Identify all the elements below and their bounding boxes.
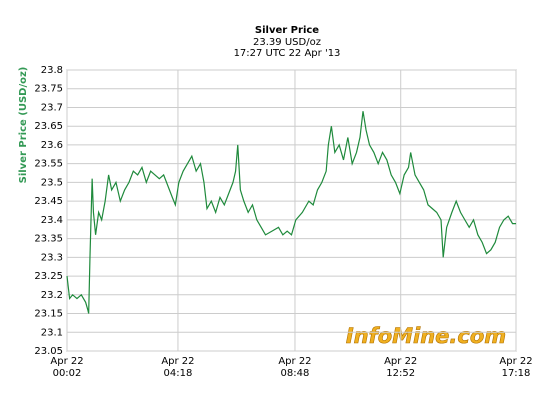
y-tick-label: 23.15 bbox=[34, 309, 63, 320]
y-tick-label: 23.75 bbox=[34, 84, 63, 95]
y-tick-label: 23.8 bbox=[41, 65, 63, 76]
chart-subtitle: 23.39 USD/oz bbox=[253, 37, 321, 48]
x-tick-label: Apr 22 00:02 bbox=[50, 356, 84, 379]
y-tick-label: 23.55 bbox=[34, 159, 63, 170]
chart-timestamp: 17:27 UTC 22 Apr '13 bbox=[234, 48, 341, 59]
y-tick-label: 23.05 bbox=[34, 346, 63, 357]
y-tick-label: 23.4 bbox=[41, 215, 63, 226]
x-tick-label: Apr 22 17:18 bbox=[499, 356, 533, 379]
x-tick-label: Apr 22 12:52 bbox=[384, 356, 418, 379]
watermark: InfoMine.com bbox=[346, 324, 506, 348]
y-axis-label: Silver Price (USD/oz) bbox=[18, 67, 29, 184]
y-tick-label: 23.35 bbox=[34, 234, 63, 245]
plot-area bbox=[66, 69, 517, 352]
chart-title: Silver Price bbox=[255, 25, 319, 36]
x-tick-label: Apr 22 04:18 bbox=[161, 356, 195, 379]
y-tick-label: 23.45 bbox=[34, 196, 63, 207]
y-tick-label: 23.5 bbox=[41, 177, 63, 188]
y-tick-label: 23.3 bbox=[41, 252, 63, 263]
y-tick-label: 23.1 bbox=[41, 327, 63, 338]
x-tick-label: Apr 22 08:48 bbox=[278, 356, 312, 379]
y-tick-label: 23.7 bbox=[41, 102, 63, 113]
y-tick-label: 23.2 bbox=[41, 290, 63, 301]
price-line bbox=[66, 111, 516, 314]
y-tick-label: 23.65 bbox=[34, 121, 63, 132]
y-tick-label: 23.6 bbox=[41, 140, 63, 151]
y-tick-label: 23.25 bbox=[34, 271, 63, 282]
